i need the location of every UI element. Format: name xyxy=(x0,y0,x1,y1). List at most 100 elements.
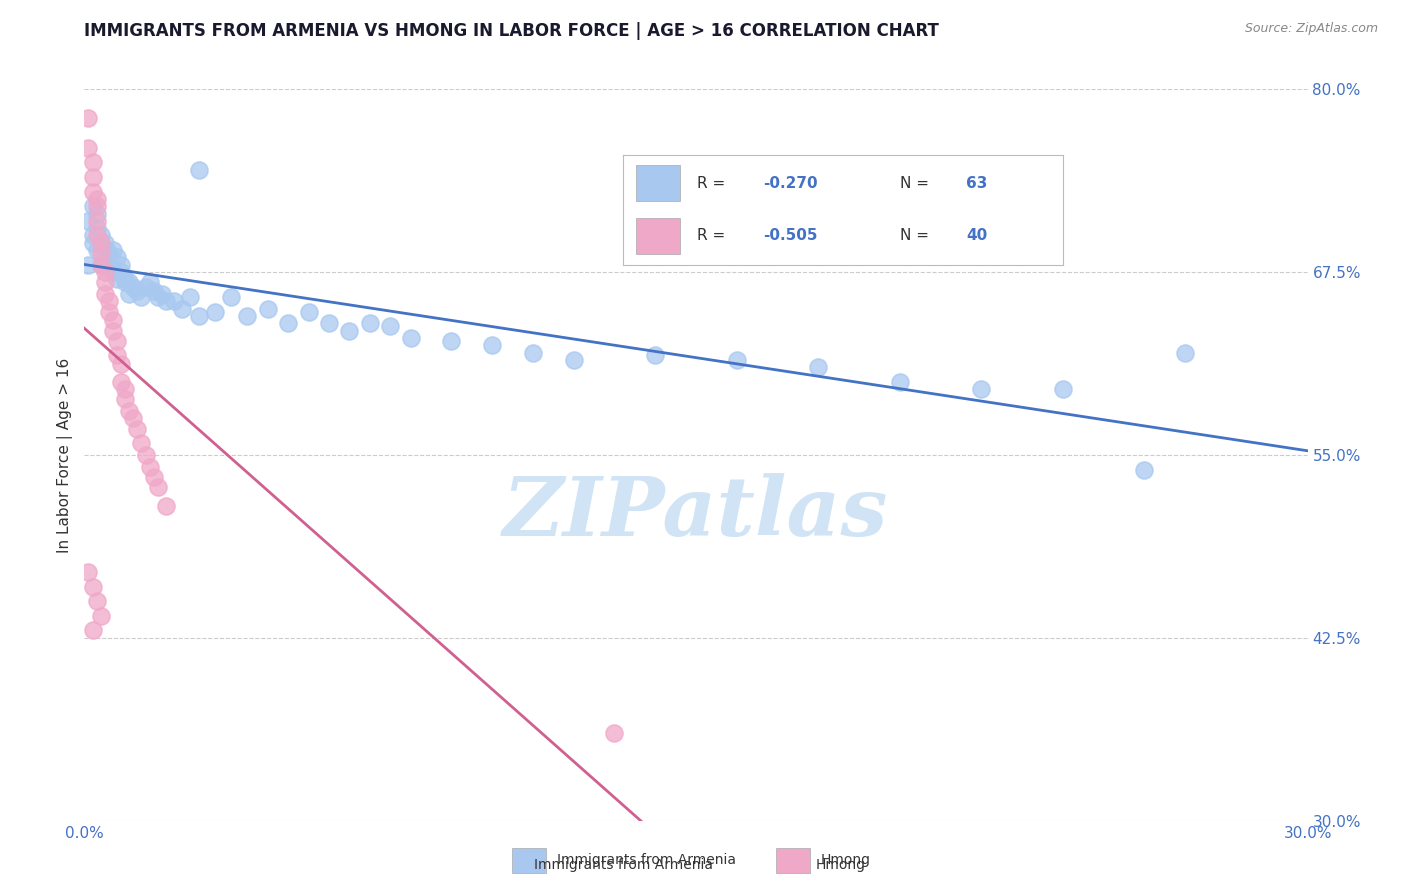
Point xyxy=(135,279,157,293)
Point xyxy=(146,290,169,304)
Point xyxy=(90,246,112,260)
Point xyxy=(187,162,209,177)
Point xyxy=(155,294,177,309)
Point xyxy=(1052,382,1074,396)
Point xyxy=(118,404,141,418)
Point xyxy=(97,294,120,309)
Point xyxy=(236,309,259,323)
Point xyxy=(131,290,153,304)
Point xyxy=(77,258,100,272)
Point xyxy=(114,272,136,286)
Point xyxy=(110,265,132,279)
Point xyxy=(105,272,128,286)
Point xyxy=(155,499,177,513)
Point xyxy=(110,258,132,272)
Point xyxy=(298,304,321,318)
Point xyxy=(1133,462,1156,476)
Point xyxy=(101,324,124,338)
Point xyxy=(105,251,128,265)
Point xyxy=(93,251,115,265)
Point xyxy=(114,392,136,407)
Point xyxy=(807,360,830,375)
Point xyxy=(219,290,242,304)
Point xyxy=(114,382,136,396)
Point xyxy=(97,246,120,260)
Point xyxy=(82,169,104,184)
Point xyxy=(163,294,186,309)
Point xyxy=(257,301,280,316)
Point xyxy=(318,316,340,330)
Point xyxy=(122,411,145,425)
Point xyxy=(82,185,104,199)
Point xyxy=(93,235,115,250)
Point xyxy=(127,284,149,298)
Point xyxy=(146,480,169,494)
Point xyxy=(93,287,115,301)
Point xyxy=(142,470,165,484)
Point xyxy=(105,334,128,348)
Point xyxy=(97,258,120,272)
Point xyxy=(90,235,112,250)
Point xyxy=(562,352,585,367)
Point xyxy=(101,243,124,257)
Point xyxy=(644,348,666,362)
Point xyxy=(86,199,108,213)
Point xyxy=(82,235,104,250)
Point xyxy=(82,199,104,213)
Text: Immigrants from Armenia: Immigrants from Armenia xyxy=(557,854,735,867)
Point xyxy=(150,287,173,301)
Text: Hmong: Hmong xyxy=(821,854,872,867)
Point xyxy=(105,348,128,362)
Point xyxy=(77,565,100,579)
Point xyxy=(359,316,381,330)
Point xyxy=(86,228,108,243)
Text: Hmong: Hmong xyxy=(815,858,866,872)
Point xyxy=(101,313,124,327)
Point xyxy=(1174,345,1197,359)
Point xyxy=(90,608,112,623)
Point xyxy=(118,275,141,289)
Text: ZIPatlas: ZIPatlas xyxy=(503,474,889,553)
Point xyxy=(118,287,141,301)
Point xyxy=(77,214,100,228)
Point xyxy=(277,316,299,330)
Point xyxy=(725,352,748,367)
Point xyxy=(90,258,112,272)
Point xyxy=(135,448,157,462)
Point xyxy=(82,624,104,638)
Point xyxy=(138,459,160,474)
Point xyxy=(97,304,120,318)
Point xyxy=(399,331,422,345)
Point xyxy=(110,375,132,389)
Point xyxy=(131,436,153,450)
Point xyxy=(127,421,149,435)
Point xyxy=(82,228,104,243)
Point xyxy=(114,275,136,289)
Point xyxy=(93,275,115,289)
Point xyxy=(440,334,463,348)
Point xyxy=(481,338,503,352)
Point xyxy=(86,192,108,206)
Point xyxy=(889,375,911,389)
Point xyxy=(82,155,104,169)
Point xyxy=(82,580,104,594)
Text: IMMIGRANTS FROM ARMENIA VS HMONG IN LABOR FORCE | AGE > 16 CORRELATION CHART: IMMIGRANTS FROM ARMENIA VS HMONG IN LABO… xyxy=(84,22,939,40)
Text: Source: ZipAtlas.com: Source: ZipAtlas.com xyxy=(1244,22,1378,36)
Point xyxy=(93,265,115,279)
Y-axis label: In Labor Force | Age > 16: In Labor Force | Age > 16 xyxy=(58,358,73,552)
Point xyxy=(90,228,112,243)
Point xyxy=(142,284,165,298)
Point xyxy=(90,258,112,272)
Point xyxy=(380,319,402,334)
Point xyxy=(77,141,100,155)
Point xyxy=(86,221,108,235)
Point xyxy=(172,301,194,316)
Point xyxy=(122,279,145,293)
Point xyxy=(110,357,132,371)
Point xyxy=(101,265,124,279)
Point xyxy=(86,206,108,220)
Point xyxy=(86,594,108,608)
Text: Immigrants from Armenia: Immigrants from Armenia xyxy=(534,858,713,872)
Point xyxy=(90,235,112,250)
Point xyxy=(187,309,209,323)
